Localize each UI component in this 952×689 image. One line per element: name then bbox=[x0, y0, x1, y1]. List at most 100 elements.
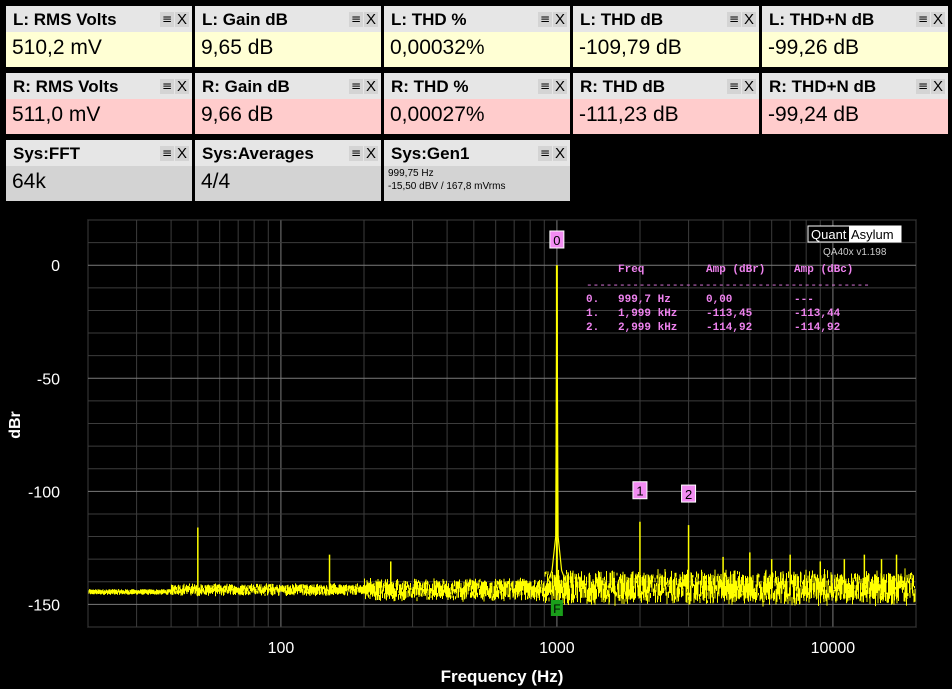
harmonic-table-cell: 999,7 Hz bbox=[618, 294, 671, 306]
harmonic-table-cell: 1. bbox=[586, 308, 599, 320]
tile-value: -111,23 dB bbox=[579, 103, 679, 126]
tile-close-icon[interactable]: X bbox=[742, 11, 756, 28]
tile-menu-icon[interactable]: ≡ bbox=[538, 12, 552, 27]
tile-title: L: THD+N dB bbox=[769, 10, 875, 29]
y-axis-label: dBr bbox=[7, 411, 24, 439]
tile-sys-gen1: Sys:Gen1 ≡ X 999,75 Hz -15,50 dBV / 167,8 mV… bbox=[383, 139, 571, 202]
harmonic-table-cell: --- bbox=[794, 294, 814, 306]
tile-close-icon[interactable]: X bbox=[364, 78, 378, 95]
tile-l-thd-pct: L: THD % ≡ X 0,00032% bbox=[383, 5, 571, 68]
tile-title: Sys:Gen1 bbox=[391, 144, 470, 163]
harmonic-marker-box bbox=[681, 484, 697, 503]
fundamental-skirt bbox=[543, 265, 570, 592]
tile-close-icon[interactable]: X bbox=[175, 78, 189, 95]
y-tick-label: -50 bbox=[37, 371, 60, 388]
logo-brand-a: Quant bbox=[811, 227, 847, 242]
harmonic-table-cell: -114,92 bbox=[794, 322, 840, 334]
tile-value: 510,2 mV bbox=[12, 36, 102, 59]
tile-close-icon[interactable]: X bbox=[364, 11, 378, 28]
tile-menu-icon[interactable]: ≡ bbox=[727, 79, 741, 94]
harmonic-table-cell: 2,999 kHz bbox=[618, 322, 677, 334]
harmonic-table-cell: 0. bbox=[586, 294, 599, 306]
tile-title: R: Gain dB bbox=[202, 77, 290, 96]
tile-close-icon[interactable]: X bbox=[175, 145, 189, 162]
harmonic-marker-label: 2 bbox=[685, 487, 692, 502]
harmonic-table-cell: -114,92 bbox=[706, 322, 752, 334]
harmonic-table-divider: ----------------------------------------… bbox=[586, 280, 870, 292]
harmonic-table-cell: -113,45 bbox=[706, 308, 753, 320]
tile-title: R: THD % bbox=[391, 77, 469, 96]
tile-title: Sys:Averages bbox=[202, 144, 314, 163]
tile-value: 4/4 bbox=[201, 170, 231, 193]
y-tick-label: -150 bbox=[28, 597, 60, 614]
tile-value: 9,66 dB bbox=[201, 103, 274, 126]
tile-r-gain: R: Gain dB ≡ X 9,66 dB bbox=[194, 72, 382, 135]
tile-menu-icon[interactable]: ≡ bbox=[916, 12, 930, 27]
harmonic-table-cell: 1,999 kHz bbox=[618, 308, 677, 320]
tile-menu-icon[interactable]: ≡ bbox=[349, 12, 363, 27]
fundamental-marker-label: F bbox=[553, 602, 560, 616]
harmonic-table-header: Amp (dBc) bbox=[794, 264, 853, 276]
tile-r-thd-pct: R: THD % ≡ X 0,00027% bbox=[383, 72, 571, 135]
tile-close-icon[interactable]: X bbox=[553, 145, 567, 162]
tile-l-gain: L: Gain dB ≡ X 9,65 dB bbox=[194, 5, 382, 68]
tile-close-icon[interactable]: X bbox=[553, 78, 567, 95]
harmonic-table-header: Freq bbox=[618, 264, 644, 276]
tile-sys-fft: Sys:FFT ≡ X 64k bbox=[5, 139, 193, 202]
tile-close-icon[interactable]: X bbox=[175, 11, 189, 28]
y-tick-label: 0 bbox=[51, 258, 60, 275]
tile-r-thd-db: R: THD dB ≡ X -111,23 dB bbox=[572, 72, 760, 135]
tile-title: L: Gain dB bbox=[202, 10, 288, 29]
tile-value: -99,24 dB bbox=[768, 103, 860, 126]
tile-menu-icon[interactable]: ≡ bbox=[160, 79, 174, 94]
tile-title: R: THD dB bbox=[580, 77, 665, 96]
tile-menu-icon[interactable]: ≡ bbox=[160, 12, 174, 27]
tile-close-icon[interactable]: X bbox=[742, 78, 756, 95]
harmonic-table-cell: 2. bbox=[586, 322, 599, 334]
tile-close-icon[interactable]: X bbox=[553, 11, 567, 28]
tile-menu-icon[interactable]: ≡ bbox=[349, 79, 363, 94]
harmonic-marker-box bbox=[632, 481, 648, 500]
tile-sys-averages: Sys:Averages ≡ X 4/4 bbox=[194, 139, 382, 202]
tile-value: 64k bbox=[12, 170, 46, 193]
logo-brand-b: Asylum bbox=[851, 227, 894, 242]
x-tick-label: 1000 bbox=[539, 640, 575, 657]
tile-r-rms: R: RMS Volts ≡ X 511,0 mV bbox=[5, 72, 193, 135]
harmonic-table-cell: -113,44 bbox=[794, 308, 841, 320]
tile-value: 0,00027% bbox=[390, 103, 485, 126]
tile-value: 9,65 dB bbox=[201, 36, 274, 59]
tile-close-icon[interactable]: X bbox=[931, 78, 945, 95]
tile-title: R: RMS Volts bbox=[13, 77, 119, 96]
tile-menu-icon[interactable]: ≡ bbox=[538, 79, 552, 94]
tile-r-thdn-db: R: THD+N dB ≡ X -99,24 dB bbox=[761, 72, 949, 135]
tile-l-rms: L: RMS Volts ≡ X 510,2 mV bbox=[5, 5, 193, 68]
tile-l-thd-db: L: THD dB ≡ X -109,79 dB bbox=[572, 5, 760, 68]
tile-title: L: THD dB bbox=[580, 10, 664, 29]
tile-close-icon[interactable]: X bbox=[364, 145, 378, 162]
tile-title: L: THD % bbox=[391, 10, 467, 29]
tile-menu-icon[interactable]: ≡ bbox=[538, 146, 552, 161]
x-axis-label: Frequency (Hz) bbox=[441, 667, 564, 686]
tile-menu-icon[interactable]: ≡ bbox=[349, 146, 363, 161]
y-tick-label: -100 bbox=[28, 484, 60, 501]
tile-detail-line: 999,75 Hz bbox=[388, 168, 434, 179]
tile-detail-line: -15,50 dBV / 167,8 mVrms bbox=[388, 181, 506, 192]
harmonic-table-cell: 0,00 bbox=[706, 294, 732, 306]
tile-menu-icon[interactable]: ≡ bbox=[727, 12, 741, 27]
app-version: QA40x v1.198 bbox=[823, 247, 887, 258]
fundamental-marker-box bbox=[550, 600, 563, 616]
tile-l-thdn-db: L: THD+N dB ≡ X -99,26 dB bbox=[761, 5, 949, 68]
tile-menu-icon[interactable]: ≡ bbox=[160, 146, 174, 161]
tile-menu-icon[interactable]: ≡ bbox=[916, 79, 930, 94]
tile-title: L: RMS Volts bbox=[13, 10, 117, 29]
tile-title: R: THD+N dB bbox=[769, 77, 877, 96]
tile-value: -109,79 dB bbox=[579, 36, 682, 59]
harmonic-marker-label: 0 bbox=[553, 233, 560, 248]
tile-title: Sys:FFT bbox=[13, 144, 81, 163]
harmonic-marker-box bbox=[549, 230, 565, 249]
x-tick-label: 100 bbox=[268, 640, 295, 657]
tile-value: 0,00032% bbox=[390, 36, 485, 59]
tile-close-icon[interactable]: X bbox=[931, 11, 945, 28]
harmonic-marker-label: 1 bbox=[636, 484, 643, 499]
